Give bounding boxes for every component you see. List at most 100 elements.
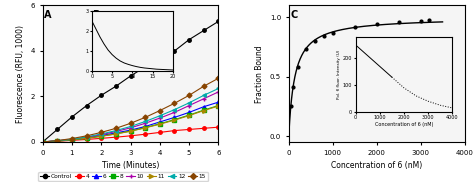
Line: 6: 6 bbox=[41, 100, 220, 144]
4 bbox=[142, 133, 148, 135]
X-axis label: Concentration of 6 (nM): Concentration of 6 (nM) bbox=[331, 161, 422, 170]
Point bbox=[351, 25, 358, 28]
Legend: Control, 4, 6, 8, 10, 11, 12, 15: Control, 4, 6, 8, 10, 11, 12, 15 bbox=[38, 172, 208, 181]
Point bbox=[395, 21, 402, 23]
12 bbox=[69, 138, 75, 140]
6 bbox=[201, 106, 207, 108]
15 bbox=[69, 137, 75, 140]
11 bbox=[128, 130, 133, 132]
Point bbox=[329, 31, 337, 34]
4 bbox=[55, 140, 60, 142]
11 bbox=[172, 119, 177, 121]
8 bbox=[40, 141, 46, 143]
Control bbox=[113, 85, 119, 87]
8 bbox=[186, 114, 192, 116]
10 bbox=[69, 138, 75, 140]
Point bbox=[289, 86, 297, 89]
11 bbox=[201, 110, 207, 112]
15 bbox=[142, 116, 148, 118]
Point bbox=[287, 105, 295, 108]
12 bbox=[142, 120, 148, 123]
10 bbox=[186, 104, 192, 107]
Control bbox=[69, 116, 75, 118]
10 bbox=[55, 140, 60, 142]
6 bbox=[113, 132, 119, 134]
Point bbox=[426, 19, 433, 22]
11 bbox=[40, 141, 46, 143]
15 bbox=[186, 94, 192, 96]
Control bbox=[128, 75, 133, 77]
8 bbox=[216, 104, 221, 107]
15 bbox=[157, 110, 163, 112]
12 bbox=[172, 108, 177, 111]
6 bbox=[69, 139, 75, 141]
Line: 4: 4 bbox=[41, 125, 220, 144]
8 bbox=[84, 137, 90, 139]
8 bbox=[172, 119, 177, 121]
6 bbox=[216, 101, 221, 103]
11 bbox=[84, 137, 90, 139]
10 bbox=[157, 117, 163, 119]
12 bbox=[186, 102, 192, 104]
8 bbox=[69, 139, 75, 141]
Y-axis label: Fraction Bound: Fraction Bound bbox=[255, 45, 264, 102]
Point bbox=[320, 35, 328, 38]
11 bbox=[157, 123, 163, 125]
6 bbox=[55, 140, 60, 142]
6 bbox=[172, 116, 177, 118]
10 bbox=[99, 134, 104, 136]
10 bbox=[142, 122, 148, 124]
11 bbox=[55, 140, 60, 142]
15 bbox=[40, 141, 46, 143]
X-axis label: Time (Minutes): Time (Minutes) bbox=[102, 161, 159, 170]
15 bbox=[216, 77, 221, 79]
10 bbox=[201, 98, 207, 100]
10 bbox=[216, 91, 221, 93]
12 bbox=[55, 140, 60, 142]
6 bbox=[128, 129, 133, 131]
11 bbox=[142, 127, 148, 129]
10 bbox=[128, 127, 133, 129]
Control bbox=[40, 141, 46, 143]
11 bbox=[113, 133, 119, 135]
15 bbox=[84, 135, 90, 137]
15 bbox=[172, 102, 177, 104]
10 bbox=[113, 130, 119, 132]
Control bbox=[99, 94, 104, 96]
Line: 10: 10 bbox=[41, 90, 220, 144]
Point bbox=[417, 19, 424, 22]
Control bbox=[186, 39, 192, 41]
4 bbox=[186, 128, 192, 130]
10 bbox=[172, 111, 177, 114]
Text: C: C bbox=[291, 9, 298, 19]
Line: 15: 15 bbox=[41, 76, 220, 144]
11 bbox=[216, 105, 221, 107]
4 bbox=[113, 136, 119, 138]
12 bbox=[157, 115, 163, 117]
6 bbox=[142, 125, 148, 128]
12 bbox=[216, 87, 221, 90]
12 bbox=[128, 125, 133, 128]
4 bbox=[99, 137, 104, 139]
4 bbox=[69, 139, 75, 141]
Line: 12: 12 bbox=[41, 87, 220, 144]
6 bbox=[40, 141, 46, 143]
8 bbox=[55, 140, 60, 142]
Control bbox=[157, 58, 163, 60]
11 bbox=[186, 114, 192, 117]
4 bbox=[172, 130, 177, 132]
15 bbox=[113, 127, 119, 129]
Line: 8: 8 bbox=[41, 104, 220, 144]
15 bbox=[55, 139, 60, 142]
8 bbox=[99, 135, 104, 137]
4 bbox=[84, 138, 90, 141]
Point bbox=[302, 48, 310, 51]
6 bbox=[186, 111, 192, 114]
Control bbox=[55, 128, 60, 130]
4 bbox=[157, 131, 163, 134]
4 bbox=[216, 126, 221, 128]
12 bbox=[201, 94, 207, 96]
Control bbox=[216, 20, 221, 22]
Control bbox=[84, 104, 90, 107]
Y-axis label: Fluorescence (RFU, 1000): Fluorescence (RFU, 1000) bbox=[16, 25, 25, 123]
